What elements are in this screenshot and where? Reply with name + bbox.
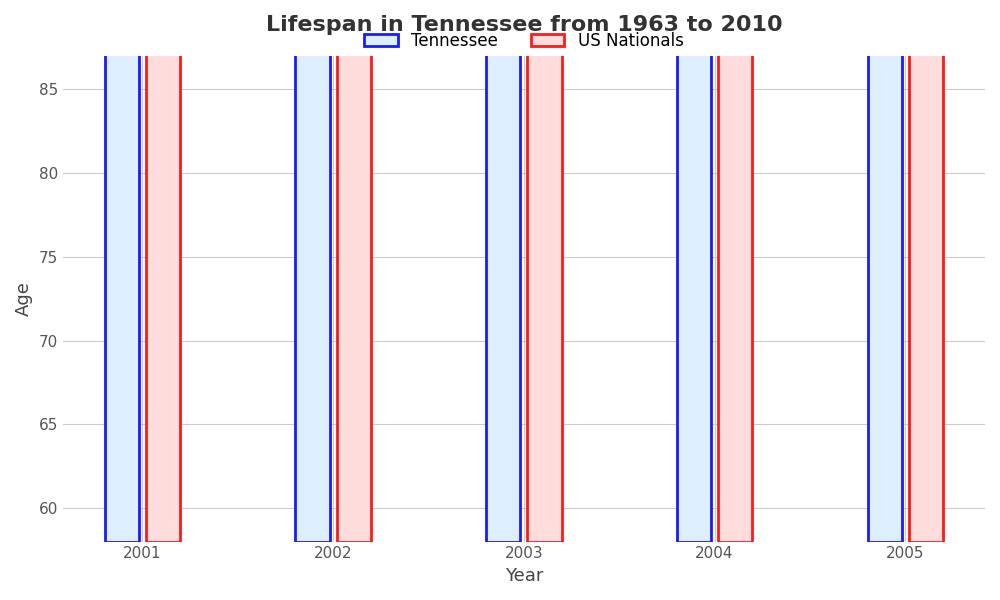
Bar (527, 0, 562, 542)
Legend: Tennessee, US Nationals: Tennessee, US Nationals (358, 25, 690, 57)
Bar (868, 0, 902, 542)
Bar (337, 0, 371, 542)
Bar (105, 0, 139, 542)
Title: Lifespan in Tennessee from 1963 to 2010: Lifespan in Tennessee from 1963 to 2010 (266, 15, 782, 35)
X-axis label: Year: Year (505, 567, 543, 585)
Bar (909, 0, 943, 542)
Bar (486, 0, 520, 542)
Bar (295, 0, 330, 542)
Bar (677, 0, 711, 542)
Y-axis label: Age: Age (15, 281, 33, 316)
Bar (146, 0, 180, 542)
Bar (718, 0, 752, 542)
